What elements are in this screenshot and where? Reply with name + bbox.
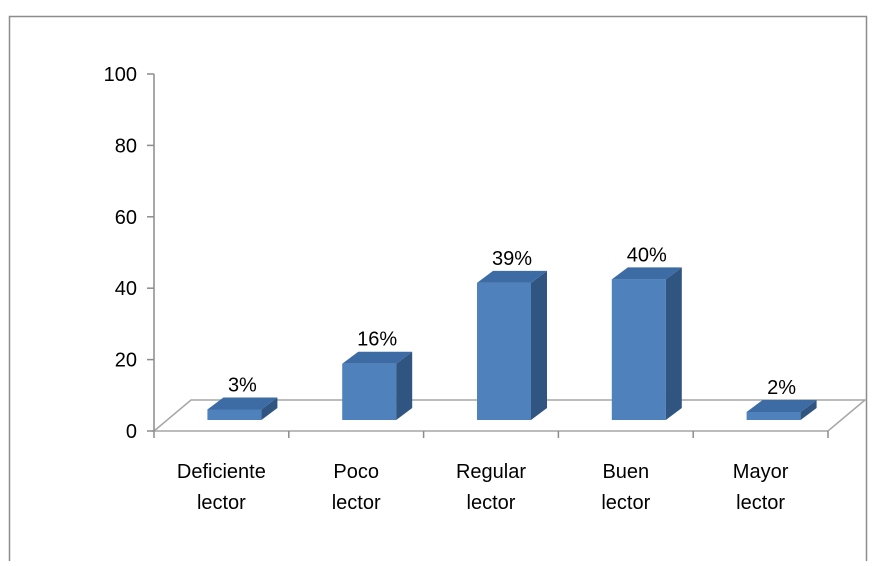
x-category-label: lector [197,492,246,514]
data-label: 16% [357,329,397,351]
bar-top [746,400,817,412]
bar-front [342,363,397,420]
bar-top [611,267,682,280]
x-category-label: lector [332,492,381,514]
y-tick-label: 80 [115,135,137,157]
x-category-label: Mayor [733,461,789,483]
y-tick-label: 40 [115,278,137,300]
y-tick-label: 20 [115,350,137,372]
bar-3 [477,270,547,420]
bar-top [207,397,278,410]
bar-front [611,279,666,420]
x-category-label: lector [601,492,650,514]
bar-1 [207,397,278,420]
y-tick-label: 60 [115,207,137,229]
x-category-label: Deficiente [177,461,266,483]
bar-side [665,267,682,420]
data-label: 40% [627,244,667,266]
bar-top [342,351,413,364]
bar-top [477,270,547,283]
bar-side [800,400,817,420]
data-label: 2% [767,377,796,399]
x-category-label: lector [467,492,516,514]
data-label: 3% [228,374,257,396]
bar-side [261,397,278,420]
bar-side [531,270,547,420]
x-category-label: Regular [456,461,526,483]
bar-front [477,282,531,420]
bar-front [746,412,801,420]
bar-2 [342,351,413,420]
data-label: 39% [492,248,532,270]
chart-border [8,15,868,561]
bar-4 [611,267,682,420]
x-category-label: Buen [602,461,649,483]
bar-side [396,351,413,420]
y-tick-label: 0 [126,421,137,443]
bar-5 [746,400,817,420]
y-tick-label: 100 [104,64,137,86]
x-category-label: lector [736,492,785,514]
x-category-label: Poco [333,461,379,483]
bar-front [207,409,262,420]
chart-floor [151,399,868,432]
